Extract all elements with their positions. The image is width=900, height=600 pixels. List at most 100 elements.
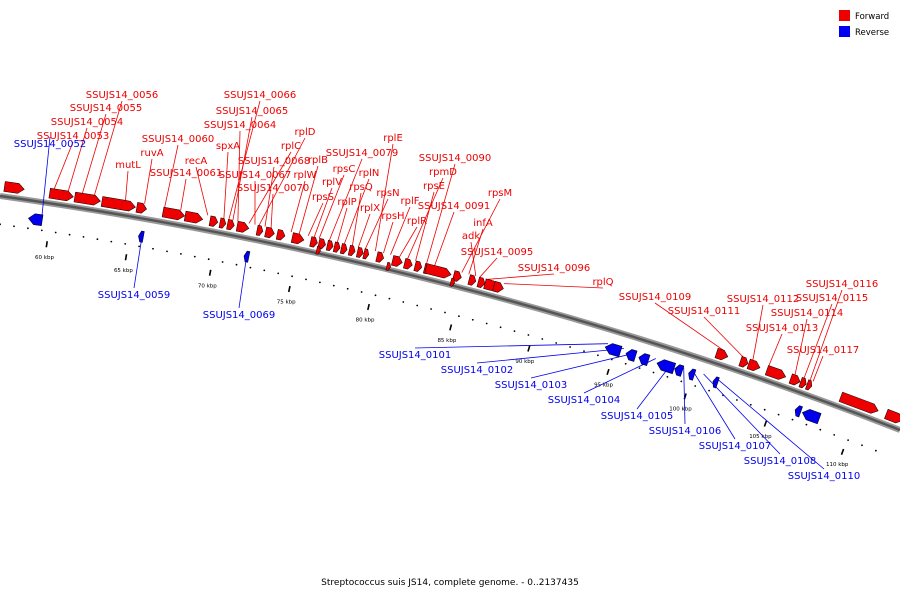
- forward-gene-arrow: [413, 260, 423, 272]
- forward-gene-label: SSUJS14_0054: [51, 117, 124, 128]
- forward-gene-label: SSUJS14_0112: [727, 294, 800, 305]
- minor-tick-dot: [569, 346, 571, 348]
- minor-tick-dot: [444, 311, 446, 314]
- minor-tick-dot: [166, 250, 168, 253]
- leader-line: [399, 226, 418, 258]
- leader-line: [298, 165, 319, 235]
- reverse-gene-arrow: [625, 349, 638, 362]
- forward-gene-label: rpsM: [488, 188, 512, 199]
- minor-tick-dot: [82, 236, 85, 238]
- forward-gene-arrow: [218, 217, 227, 229]
- leader-line: [125, 170, 129, 201]
- reverse-gene-arrow: [138, 230, 145, 243]
- forward-gene-arrow: [73, 191, 101, 206]
- leader-line: [703, 316, 744, 357]
- minor-tick-dot: [875, 449, 877, 452]
- minor-tick-dot: [680, 380, 683, 383]
- minor-tick-dot: [221, 261, 224, 263]
- forward-gene-arrow: [391, 255, 403, 267]
- leader-line: [415, 191, 435, 261]
- minor-tick-dot: [0, 223, 1, 226]
- minor-tick-dot: [40, 229, 43, 232]
- forward-gene-label: SSUJS14_0109: [619, 292, 692, 303]
- leader-line: [318, 174, 345, 239]
- leader-line: [390, 206, 411, 255]
- gene-labels: SSUJS14_0056 SSUJS14_0055 SSUJS14_0054 SSUJ…: [14, 90, 879, 482]
- gene-features: [3, 181, 900, 425]
- leader-line: [248, 151, 292, 224]
- reverse-gene-label: SSUJS14_0101: [379, 350, 452, 361]
- major-tick: [124, 254, 128, 261]
- reverse-gene-arrow: [28, 213, 44, 227]
- forward-gene-arrow: [788, 373, 801, 386]
- reverse-gene-arrow: [656, 359, 677, 375]
- leader-line: [414, 343, 608, 349]
- genome-caption: Streptococcus suis JS14, complete genome…: [321, 578, 579, 588]
- forward-gene-label: rplF: [401, 196, 420, 207]
- minor-tick-dot: [791, 418, 794, 421]
- forward-gene-arrow: [798, 377, 807, 389]
- minor-tick-dot: [833, 434, 836, 436]
- forward-gene-label: spxA: [216, 141, 240, 152]
- reverse-gene-label: SSUJS14_0102: [441, 365, 514, 376]
- leader-line: [503, 283, 604, 289]
- minor-tick-dot: [346, 287, 349, 290]
- forward-gene-label: rpsH: [381, 211, 404, 222]
- forward-gene-arrow: [332, 241, 341, 253]
- forward-gene-arrow: [183, 210, 204, 224]
- forward-gene-arrow: [362, 248, 370, 260]
- minor-tick-dots: [0, 223, 877, 452]
- minor-tick-dot: [527, 334, 530, 336]
- minor-tick-dot: [541, 338, 544, 340]
- forward-gene-label: SSUJS14_0113: [746, 323, 819, 334]
- forward-gene-label: infA: [473, 218, 493, 229]
- forward-gene-label: SSUJS14_0117: [787, 345, 860, 356]
- tick-label: 95 kbp: [594, 382, 613, 388]
- leader-line: [383, 221, 394, 254]
- leader-line: [144, 158, 153, 204]
- reverse-gene-label: SSUJS14_0110: [788, 471, 861, 482]
- label-leader-lines: [41, 100, 843, 470]
- reverse-gene-label: SSUJS14_0104: [548, 395, 621, 406]
- forward-gene-arrow: [492, 280, 504, 293]
- forward-gene-arrow: [403, 258, 413, 270]
- forward-gene-arrow: [805, 379, 813, 391]
- major-tick: [449, 324, 453, 331]
- forward-gene-label: SSUJS14_0090: [419, 153, 492, 164]
- forward-gene-label: rplQ: [592, 277, 613, 288]
- tick-label: 60 kbp: [35, 255, 54, 261]
- forward-gene-label: SSUJS14_0114: [771, 308, 844, 319]
- leader-line: [768, 333, 783, 366]
- forward-gene-arrow: [884, 408, 900, 424]
- minor-tick-dot: [555, 342, 558, 344]
- leader-line: [375, 143, 394, 252]
- forward-gene-label: SSUJS14_0060: [142, 134, 215, 145]
- reverse-gene-arrow: [243, 250, 251, 263]
- leader-line: [812, 355, 824, 382]
- leader-line: [228, 100, 261, 220]
- leader-line: [82, 113, 107, 194]
- leader-line: [692, 370, 736, 440]
- forward-gene-label: rplE: [383, 133, 403, 144]
- minor-tick-dot: [666, 376, 669, 378]
- reverse-gene-arrow: [801, 409, 822, 425]
- reverse-gene-label: SSUJS14_0105: [601, 411, 674, 422]
- leader-line: [716, 377, 825, 470]
- major-tick: [287, 285, 291, 293]
- minor-tick-dot: [847, 439, 849, 441]
- minor-tick-dot: [583, 350, 585, 352]
- minor-tick-dot: [777, 413, 780, 416]
- minor-tick-dot: [319, 281, 321, 284]
- forward-gene-arrow: [290, 232, 305, 245]
- minor-tick-dot: [138, 245, 141, 248]
- forward-gene-arrow: [235, 220, 250, 233]
- forward-gene-arrow: [764, 365, 787, 380]
- leader-line: [307, 202, 324, 236]
- forward-gene-label: rpmD: [429, 167, 457, 178]
- leader-line: [258, 137, 306, 226]
- minor-tick-dot: [805, 423, 808, 426]
- leader-line: [343, 178, 370, 245]
- forward-gene-label: SSUJS14_0079: [326, 148, 399, 159]
- minor-tick-dot: [597, 354, 599, 357]
- reverse-gene-label: SSUJS14_0107: [699, 441, 772, 452]
